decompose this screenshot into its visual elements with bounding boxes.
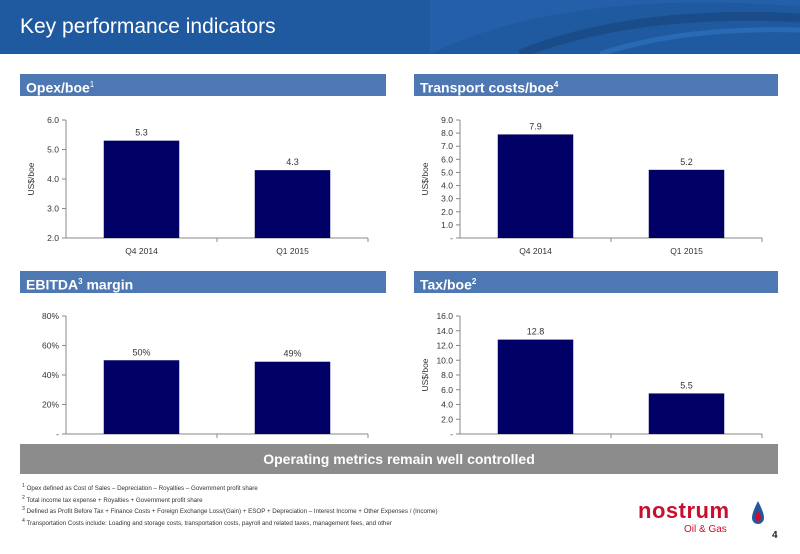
tax-y-tick-label: 16.0 bbox=[436, 311, 453, 321]
panel-title-tax: Tax/boe2 bbox=[414, 271, 778, 293]
chart-ebitda: -20%40%60%80%50%Q4 201449%Q1 2015 bbox=[20, 296, 386, 467]
logo-wordmark: nostrum bbox=[638, 498, 730, 523]
panel-title-transport-footnote: 4 bbox=[553, 80, 559, 89]
panel-title-ebitda-text: EBITDA bbox=[26, 276, 79, 293]
opex-chart-svg: 2.0 3.0 4.0 5.0 6.0 US$/boe 5.3 Q4 2014 4.3 Q1 20… bbox=[26, 115, 369, 256]
panel-title-tax-text: Tax/boe bbox=[420, 276, 472, 293]
ebitda-bar-1 bbox=[254, 361, 331, 434]
panel-title-opex-text: Opex/boe bbox=[26, 79, 90, 96]
transport-bar-1 bbox=[648, 169, 725, 238]
company-logo: nostrum Oil & Gas bbox=[638, 498, 764, 535]
transport-y-tick-label: 9.0 bbox=[441, 115, 453, 125]
tax-bar-1 bbox=[648, 393, 725, 434]
tax-y-tick-label: 2.0 bbox=[441, 414, 453, 424]
chart-transport: - 1.0 2.0 3.0 4.0 5.0 6.0 7.0 8.0 9.0 US$/boe 7.9 Q4… bbox=[414, 100, 780, 271]
transport-bar-0 bbox=[497, 134, 574, 238]
opex-bar-1 bbox=[254, 170, 331, 238]
panel-title-opex-footnote: 1 bbox=[89, 80, 95, 89]
transport-y-tick-label: 1.0 bbox=[441, 220, 453, 230]
transport-y-tick-label: 2.0 bbox=[441, 207, 453, 217]
chart-opex: 2.0 3.0 4.0 5.0 6.0 US$/boe 5.3 Q4 2014 4.3 Q1 20… bbox=[20, 100, 386, 271]
transport-category-label: Q1 2015 bbox=[670, 246, 703, 256]
footnote-2: 2 Total income tax expense + Royalties +… bbox=[22, 494, 203, 504]
page-title: Key performance indicators bbox=[20, 15, 276, 38]
transport-y-tick-label: 4.0 bbox=[441, 181, 453, 191]
opex-category-label: Q4 2014 bbox=[125, 246, 158, 256]
header-swoosh-graphic bbox=[430, 0, 800, 54]
summary-banner: Operating metrics remain well controlled bbox=[20, 444, 778, 474]
tax-y-axis-label: US$/boe bbox=[420, 358, 430, 391]
panel-title-ebitda-footnote: 3 bbox=[78, 277, 83, 286]
panel-title-transport: Transport costs/boe4 bbox=[414, 74, 778, 96]
ebitda-y-tick-label: 40% bbox=[42, 370, 59, 380]
tax-y-tick-label: 8.0 bbox=[441, 370, 453, 380]
transport-bar-value-label: 5.2 bbox=[680, 157, 693, 167]
tax-chart-svg: - 2.0 4.0 6.0 8.0 10.0 12.0 14.0 16.0 US$/boe 12.8… bbox=[420, 311, 763, 452]
ebitda-y-tick-label: - bbox=[56, 429, 59, 439]
transport-y-tick-label: 3.0 bbox=[441, 194, 453, 204]
page-number: 4 bbox=[772, 530, 778, 541]
footnote-4: 4 Transportation Costs include: Loading … bbox=[22, 517, 392, 527]
opex-y-tick-label: 4.0 bbox=[47, 174, 59, 184]
chart-tax: - 2.0 4.0 6.0 8.0 10.0 12.0 14.0 16.0 US$/boe 12.8… bbox=[414, 296, 780, 467]
ebitda-chart-svg: -20%40%60%80%50%Q4 201449%Q1 2015 bbox=[42, 311, 369, 452]
tax-bar-value-label: 12.8 bbox=[527, 327, 545, 337]
ebitda-bar-value-label: 49% bbox=[283, 349, 301, 359]
transport-y-tick-label: 8.0 bbox=[441, 128, 453, 138]
header-bar: Key performance indicators bbox=[0, 0, 800, 54]
opex-y-tick-label: 2.0 bbox=[47, 233, 59, 243]
ebitda-y-tick-label: 20% bbox=[42, 400, 59, 410]
panel-title-opex: Opex/boe1 bbox=[20, 74, 386, 96]
transport-chart-svg: - 1.0 2.0 3.0 4.0 5.0 6.0 7.0 8.0 9.0 US$/boe 7.9 Q4… bbox=[420, 115, 763, 256]
transport-y-tick-label: 5.0 bbox=[441, 167, 453, 177]
opex-y-tick-label: 6.0 bbox=[47, 115, 59, 125]
transport-y-tick-label: - bbox=[450, 233, 453, 243]
tax-y-tick-label: 14.0 bbox=[436, 326, 453, 336]
ebitda-y-tick-label: 80% bbox=[42, 311, 59, 321]
panel-title-ebitda: EBITDA3 margin bbox=[20, 271, 386, 293]
transport-y-tick-label: 6.0 bbox=[441, 154, 453, 164]
logo-subtitle: Oil & Gas bbox=[684, 524, 727, 535]
flame-drop-icon bbox=[752, 501, 764, 524]
ebitda-bar-0 bbox=[103, 360, 180, 434]
opex-y-axis-label: US$/boe bbox=[26, 162, 36, 195]
opex-y-tick-label: 3.0 bbox=[47, 204, 59, 214]
tax-y-tick-label: 6.0 bbox=[441, 385, 453, 395]
tax-y-tick-label: 12.0 bbox=[436, 341, 453, 351]
ebitda-bar-value-label: 50% bbox=[132, 347, 150, 357]
footnote-1: 1 Opex defined as Cost of Sales – Deprec… bbox=[22, 483, 258, 493]
opex-y-tick-label: 5.0 bbox=[47, 145, 59, 155]
footnote-3: 3 Defined as Profit Before Tax + Finance… bbox=[22, 506, 438, 516]
opex-category-label: Q1 2015 bbox=[276, 246, 309, 256]
panel-title-ebitda-suffix: margin bbox=[82, 276, 134, 293]
tax-y-tick-label: 4.0 bbox=[441, 400, 453, 410]
opex-bar-0 bbox=[103, 140, 180, 238]
panel-title-transport-text: Transport costs/boe bbox=[420, 79, 554, 96]
ebitda-y-tick-label: 60% bbox=[42, 341, 59, 351]
footnotes: 1 Opex defined as Cost of Sales – Deprec… bbox=[22, 482, 622, 528]
tax-bar-value-label: 5.5 bbox=[680, 380, 693, 390]
transport-y-axis-label: US$/boe bbox=[420, 162, 430, 195]
tax-y-tick-label: - bbox=[450, 429, 453, 439]
opex-bar-value-label: 4.3 bbox=[286, 157, 299, 167]
opex-bar-value-label: 5.3 bbox=[135, 128, 148, 138]
panel-title-tax-footnote: 2 bbox=[471, 277, 477, 286]
tax-bar-0 bbox=[497, 339, 574, 434]
transport-bar-value-label: 7.9 bbox=[529, 121, 542, 131]
tax-y-tick-label: 10.0 bbox=[436, 355, 453, 365]
transport-category-label: Q4 2014 bbox=[519, 246, 552, 256]
transport-y-tick-label: 7.0 bbox=[441, 141, 453, 151]
